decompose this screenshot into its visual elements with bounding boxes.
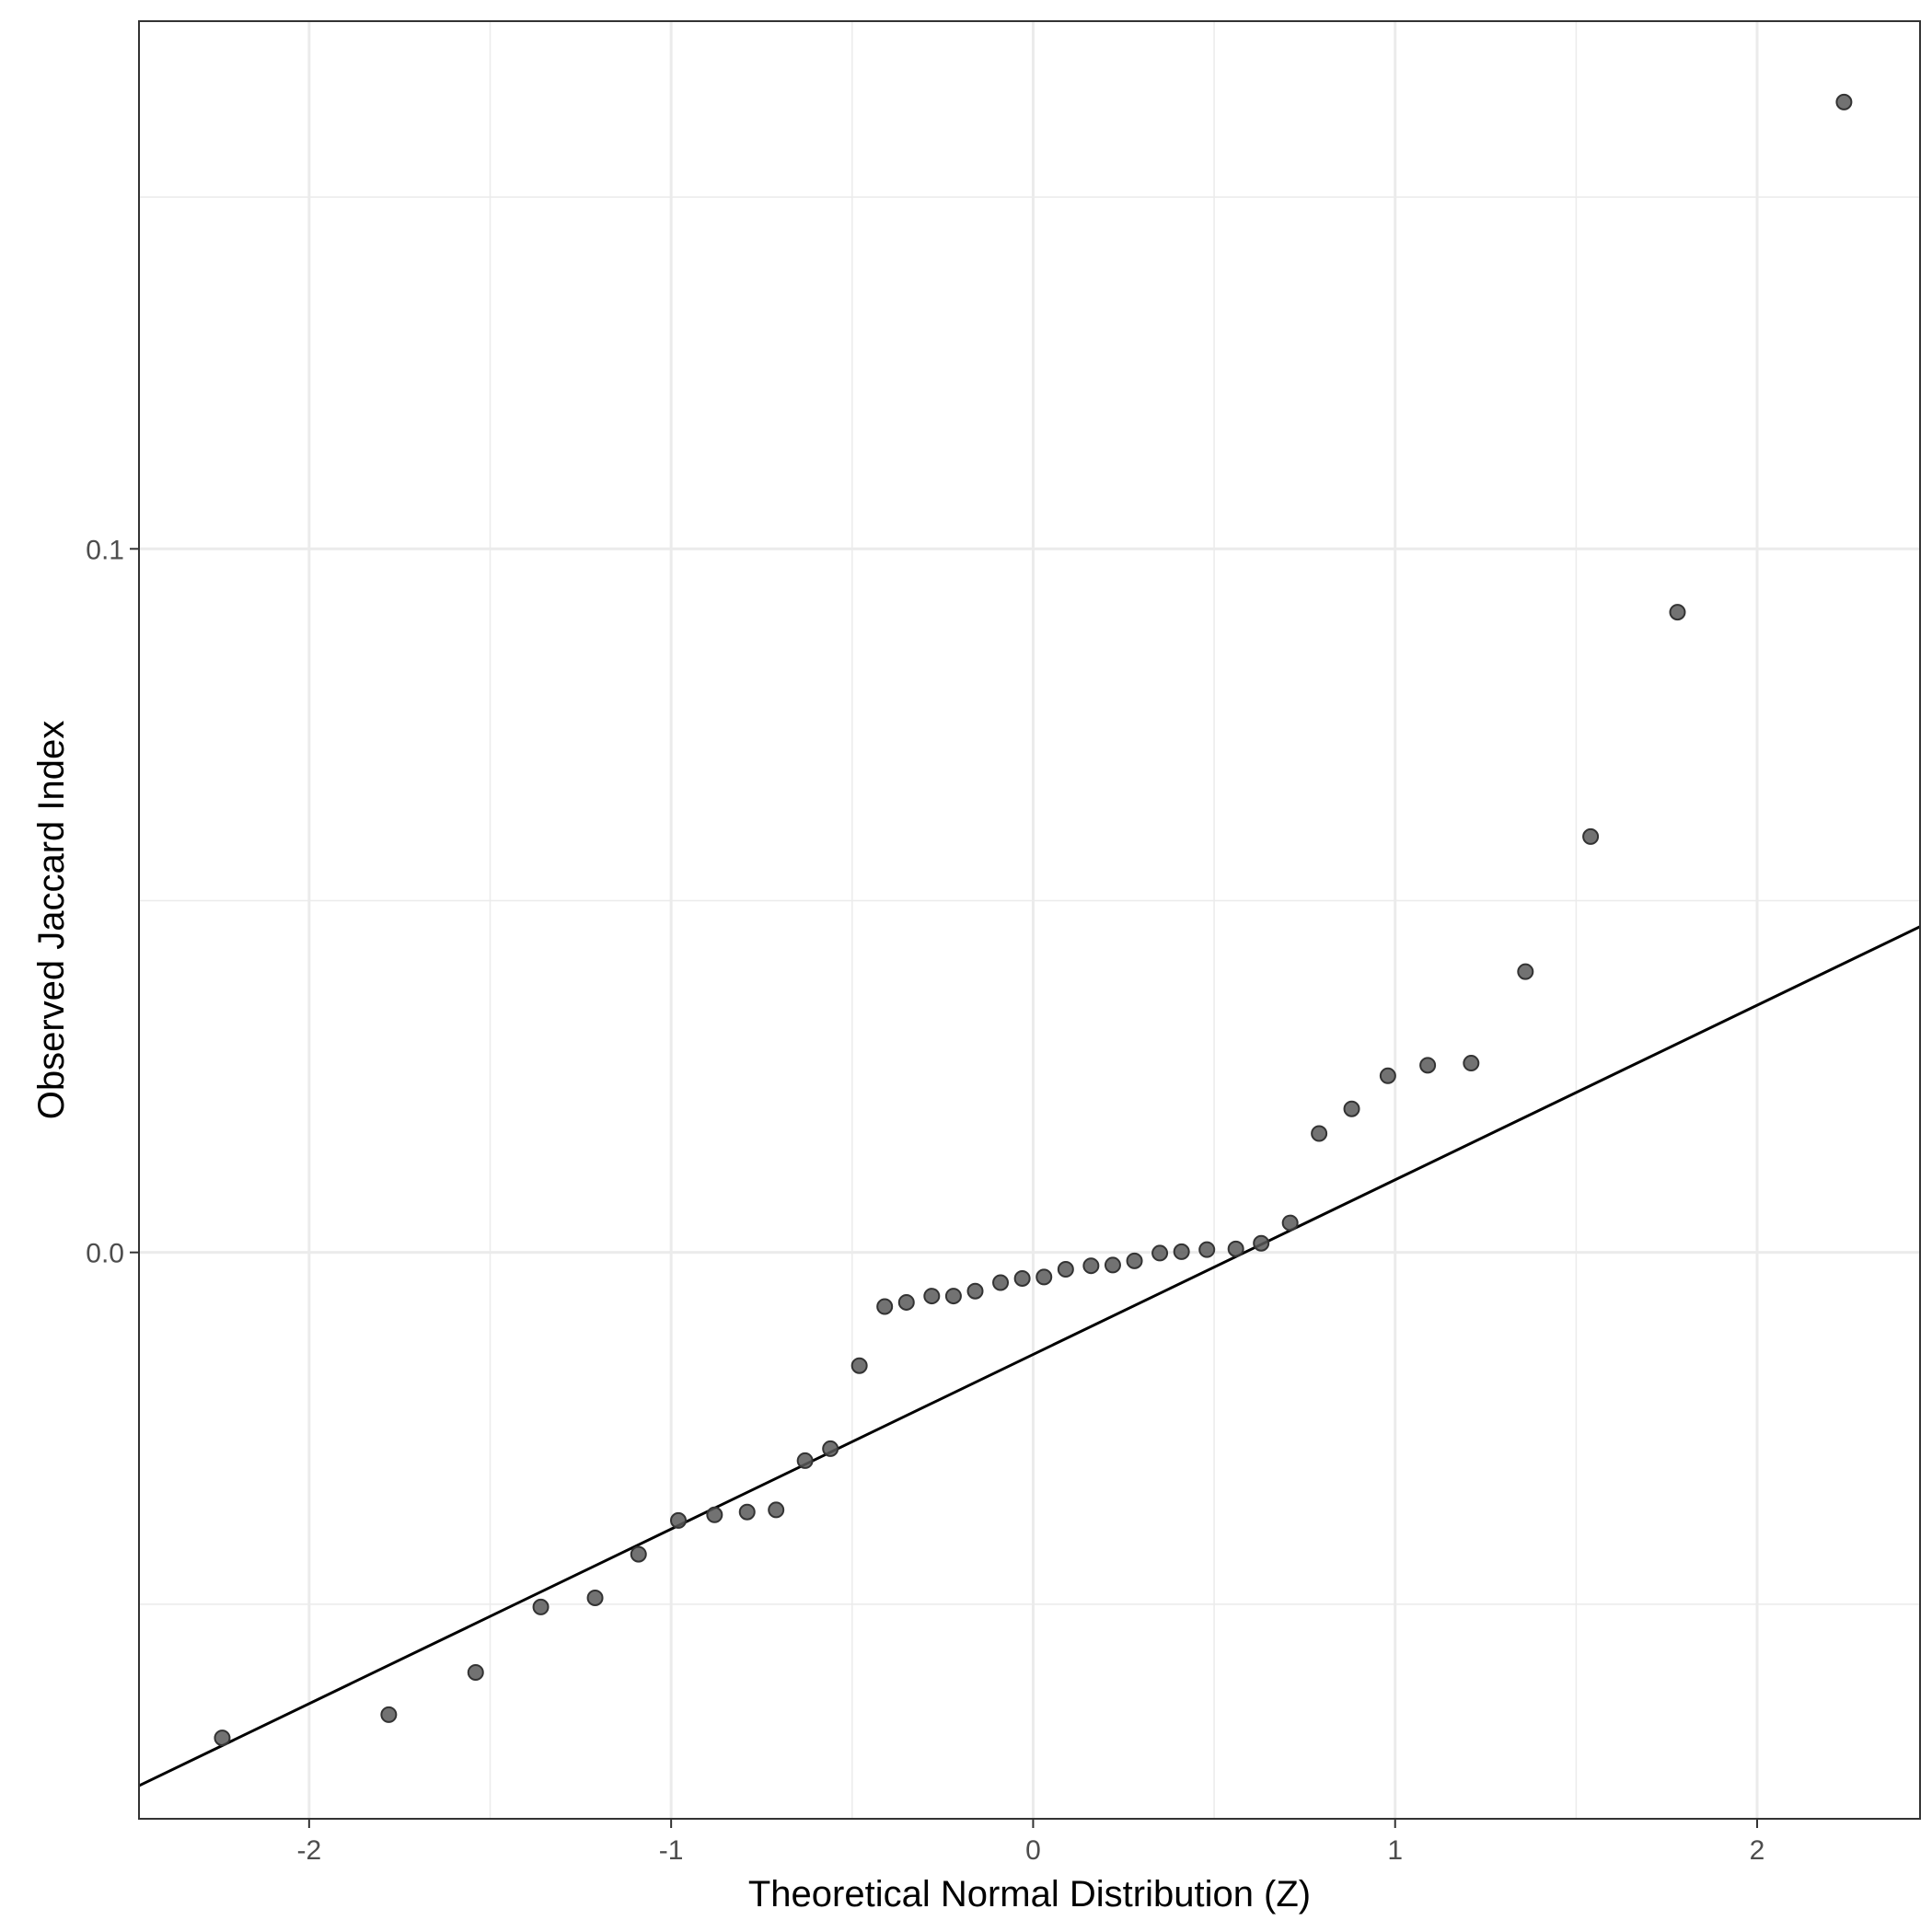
y-tick-label: 0.0 — [86, 1239, 124, 1269]
data-point — [1198, 1241, 1216, 1258]
y-axis-title: Observed Jaccard Index — [31, 721, 72, 1120]
data-point — [380, 1706, 398, 1723]
data-point — [1173, 1243, 1190, 1260]
data-point — [1835, 93, 1853, 110]
data-point — [1517, 963, 1534, 980]
data-point — [923, 1288, 941, 1305]
data-point — [1227, 1240, 1244, 1257]
x-tick-label: 1 — [1387, 1835, 1403, 1866]
reference-line — [138, 925, 1921, 1787]
data-point — [1419, 1057, 1437, 1074]
data-point — [1463, 1055, 1480, 1072]
x-axis-tick-labels: -2 -1 0 1 2 — [297, 1835, 1765, 1866]
data-point — [796, 1452, 814, 1469]
minor-gridlines — [139, 21, 1920, 1819]
data-point — [992, 1274, 1010, 1291]
data-point — [850, 1357, 868, 1374]
x-tick-label: -2 — [297, 1835, 322, 1866]
reference-line-layer — [138, 925, 1921, 1787]
data-point — [966, 1282, 984, 1300]
data-point — [1126, 1252, 1143, 1269]
y-tick-label: 0.1 — [86, 535, 124, 565]
data-point — [738, 1503, 756, 1521]
data-point — [1013, 1269, 1031, 1287]
data-point — [706, 1506, 723, 1523]
data-point — [1582, 827, 1600, 845]
data-point — [1151, 1244, 1169, 1262]
data-point — [467, 1664, 484, 1682]
major-gridlines — [139, 21, 1920, 1819]
data-point — [586, 1589, 604, 1606]
x-tick-label: -1 — [659, 1835, 684, 1866]
data-point — [876, 1298, 894, 1315]
data-point — [1281, 1214, 1299, 1232]
data-point — [1104, 1256, 1121, 1274]
axis-ticks — [130, 548, 1759, 1828]
data-point — [944, 1288, 962, 1305]
data-point — [214, 1730, 231, 1747]
data-point — [897, 1293, 915, 1311]
data-point — [1379, 1067, 1396, 1084]
data-point — [532, 1598, 550, 1615]
data-point — [1343, 1100, 1360, 1117]
data-point — [1057, 1261, 1074, 1278]
data-point — [822, 1440, 839, 1457]
data-point — [1035, 1268, 1053, 1286]
data-points — [214, 93, 1853, 1747]
y-axis-tick-labels: 0.0 0.1 — [86, 535, 124, 1268]
x-tick-label: 0 — [1025, 1835, 1041, 1866]
x-axis-title: Theoretical Normal Distribution (Z) — [748, 1874, 1311, 1915]
data-point — [1669, 604, 1686, 621]
panel-border — [138, 20, 1921, 1820]
data-point — [630, 1545, 647, 1563]
x-tick-label: 2 — [1750, 1835, 1765, 1866]
data-point — [1311, 1125, 1328, 1142]
data-point — [1253, 1234, 1270, 1252]
data-point — [670, 1511, 688, 1529]
data-point — [768, 1501, 785, 1519]
data-point — [1082, 1257, 1100, 1275]
